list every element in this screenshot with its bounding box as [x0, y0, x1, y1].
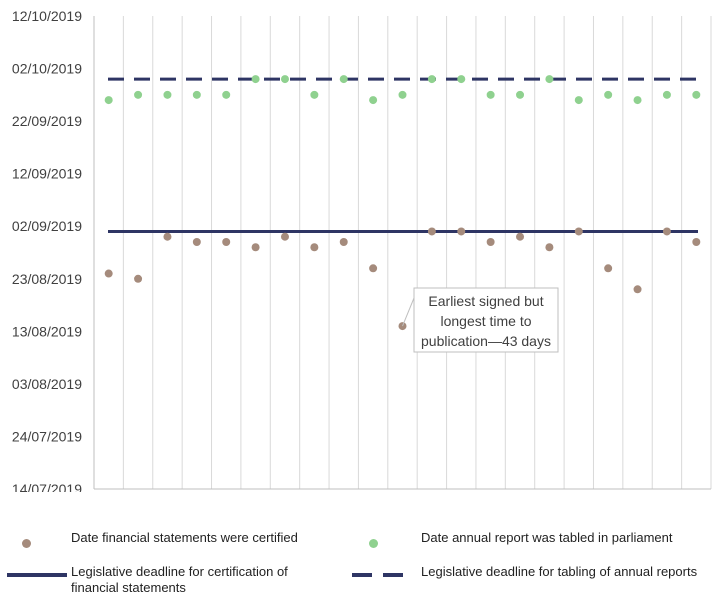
- certified-point: [251, 243, 260, 252]
- annotation-callout: Earliest signed but longest time to publ…: [402, 287, 559, 353]
- tabled-point: [398, 90, 407, 99]
- annotation-box: [413, 287, 559, 353]
- tabled-point: [280, 75, 289, 84]
- legend-marker-certified: [22, 539, 31, 548]
- legend-dash-2: [383, 573, 403, 577]
- tabled-point: [427, 75, 436, 84]
- certified-point: [692, 237, 701, 246]
- tabled-point: [134, 90, 143, 99]
- y-tick-label: 24/07/2019: [12, 428, 82, 444]
- tabled-point: [486, 90, 495, 99]
- certified-point: [486, 237, 495, 246]
- certified-point: [369, 264, 378, 273]
- legend-label-table-deadline: Legislative deadline for tabling of annu…: [421, 564, 698, 579]
- tabled-point: [662, 90, 671, 99]
- legend-marker-tabled: [369, 539, 378, 548]
- y-tick-label: 13/08/2019: [12, 323, 82, 339]
- legend-label-cert-deadline: Legislative deadline for certification o…: [71, 564, 288, 595]
- y-tick-label: 12/09/2019: [12, 166, 82, 182]
- certified-point: [310, 243, 319, 252]
- certified-point: [339, 237, 348, 246]
- y-tick-label: 22/09/2019: [12, 113, 82, 129]
- certified-point: [192, 237, 201, 246]
- certified-point: [516, 232, 525, 241]
- y-tick-label: 02/09/2019: [12, 218, 82, 234]
- gridlines: [122, 16, 712, 489]
- tabled-point: [604, 90, 613, 99]
- annotation-line-1: Earliest signed but: [428, 293, 543, 309]
- y-tick-label: 02/10/2019: [12, 61, 82, 77]
- certified-point: [604, 264, 613, 273]
- tabled-point: [163, 90, 172, 99]
- annotation-line-3: publication—43 days: [421, 333, 551, 349]
- y-tick-label: 14/07/2019: [12, 481, 82, 492]
- tabled-point: [692, 90, 701, 99]
- tabled-point: [516, 90, 525, 99]
- chart: 14/07/2019 24/07/2019 03/08/2019 13/08/2019…: [12, 8, 712, 492]
- certified-point: [104, 269, 113, 278]
- y-tick-label: 12/10/2019: [12, 8, 82, 24]
- certified-point: [280, 232, 289, 241]
- tabled-point: [545, 75, 554, 84]
- tabled-point: [369, 96, 378, 105]
- annotation-line-2: longest time to: [440, 313, 531, 329]
- tabled-point: [339, 75, 348, 84]
- reference-lines: [108, 77, 698, 233]
- legend-marker-cert-deadline: [7, 573, 67, 577]
- legend-label-tabled: Date annual report was tabled in parliam…: [421, 530, 673, 545]
- y-tick-label: 03/08/2019: [12, 376, 82, 392]
- data-points: [104, 75, 701, 331]
- certified-point: [545, 243, 554, 252]
- certified-point: [427, 227, 436, 236]
- y-tick-label: 23/08/2019: [12, 271, 82, 287]
- certified-point: [574, 227, 583, 236]
- axes: [93, 16, 711, 490]
- tabled-point: [457, 75, 466, 84]
- tabled-point: [574, 96, 583, 105]
- certified-point: [662, 227, 671, 236]
- y-tick-labels: 14/07/2019 24/07/2019 03/08/2019 13/08/2019…: [12, 8, 82, 492]
- tabled-point: [222, 90, 231, 99]
- tabled-point: [310, 90, 319, 99]
- legend-label-certified: Date financial statements were certified: [71, 530, 298, 545]
- certified-point: [457, 227, 466, 236]
- certified-point: [134, 274, 143, 283]
- annotation-leader: [402, 297, 415, 327]
- legend-dash-1: [352, 573, 372, 577]
- certified-point: [633, 285, 642, 294]
- tabled-point: [104, 96, 113, 105]
- tabled-point: [633, 96, 642, 105]
- legend-marker-table-deadline: [352, 573, 403, 577]
- certified-point: [222, 237, 231, 246]
- tabled-point: [192, 90, 201, 99]
- certified-point: [163, 232, 172, 241]
- tabled-point: [251, 75, 260, 84]
